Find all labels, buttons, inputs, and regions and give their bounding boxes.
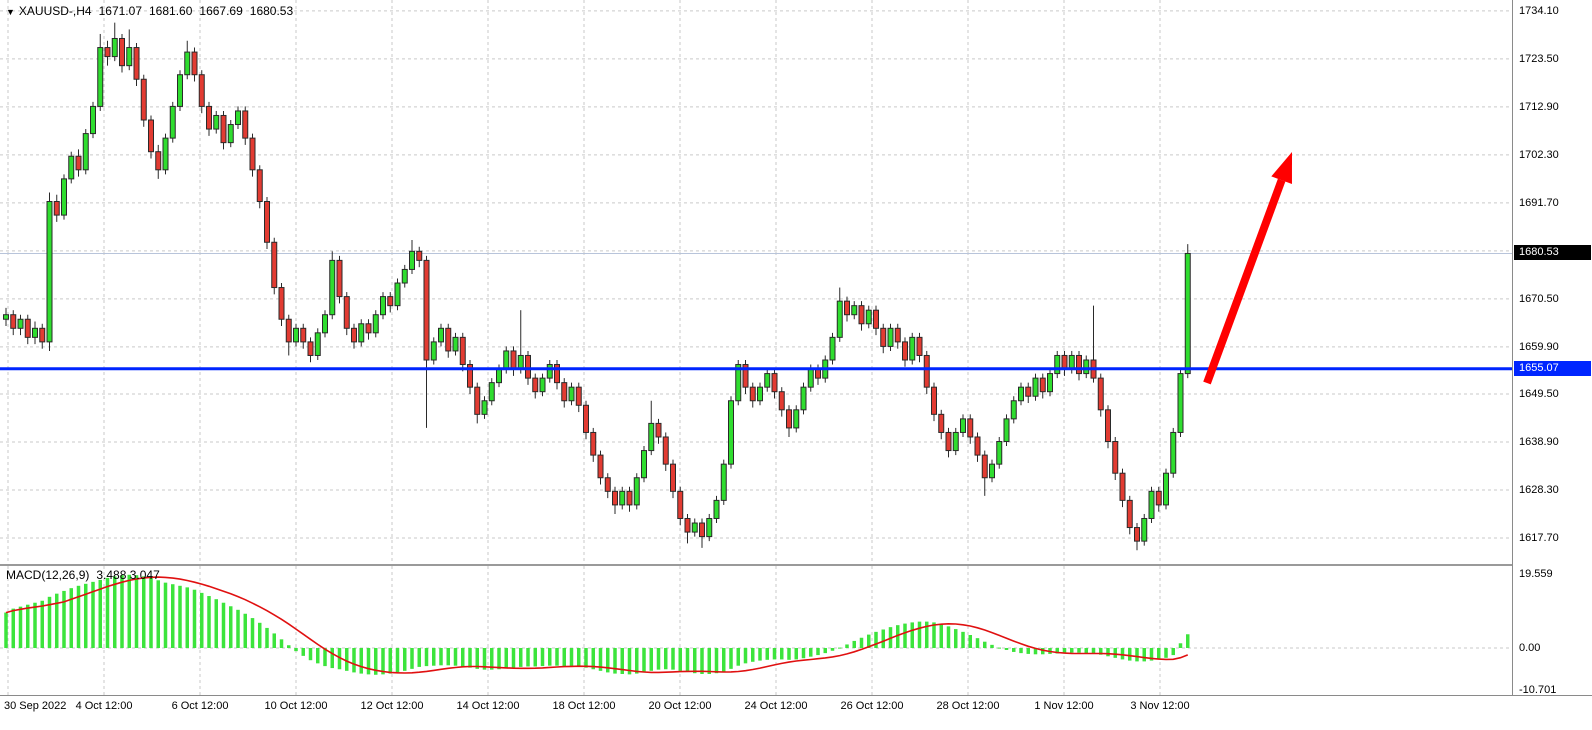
open-value: 1671.07 [98, 4, 142, 18]
price-axis-label: 1723.50 [1519, 52, 1559, 65]
macd-pane[interactable]: MACD(12,26,9) 3.488 3.047 [0, 566, 1512, 695]
time-axis-label: 20 Oct 12:00 [648, 700, 712, 712]
close-value: 1680.53 [249, 4, 294, 18]
time-axis-label: 1 Nov 12:00 [1034, 700, 1094, 712]
support-price-tag: 1655.07 [1514, 360, 1591, 376]
time-axis-label: 10 Oct 12:00 [264, 700, 328, 712]
collapse-indicator-icon[interactable]: ▼ [6, 7, 15, 17]
macd-label-overlay: MACD(12,26,9) 3.488 3.047 [6, 568, 160, 582]
price-chart-pane[interactable]: ▼ XAUUSD-,H4 1671.07 1681.60 1667.69 1680.53 [0, 0, 1512, 564]
price-axis-label: 1702.30 [1519, 148, 1559, 161]
macd-axis-label: -10.701 [1519, 684, 1557, 697]
price-axis-label: 1628.30 [1519, 483, 1559, 496]
trend-arrow-head[interactable] [1271, 152, 1292, 184]
price-axis-label: 1712.90 [1519, 100, 1559, 113]
macd-canvas[interactable] [0, 566, 1512, 695]
time-axis[interactable]: 30 Sep 2022 4 Oct 12:00 6 Oct 12:00 10 Oct … [0, 695, 1592, 730]
time-axis-label: 4 Oct 12:00 [75, 700, 133, 712]
high-value: 1681.60 [149, 4, 193, 18]
macd-axis-label: 0.00 [1519, 642, 1541, 654]
price-axis-label: 1617.70 [1519, 531, 1559, 544]
price-axis-label: 1659.90 [1519, 340, 1559, 353]
time-axis-label: 30 Sep 2022 [4, 700, 67, 712]
time-axis-label: 28 Oct 12:00 [936, 700, 1000, 712]
pane-divider[interactable] [0, 564, 1592, 566]
symbol-ohlc-overlay: ▼ XAUUSD-,H4 1671.07 1681.60 1667.69 1680.53 [6, 4, 293, 18]
macd-histogram [4, 574, 1190, 675]
macd-axis-label: 19.559 [1519, 568, 1553, 580]
time-axis-label: 6 Oct 12:00 [171, 700, 229, 712]
main-grid [0, 0, 1512, 564]
macd-signal-line [5, 576, 1189, 674]
price-axis-label: 1638.90 [1519, 435, 1559, 448]
symbol-label: XAUUSD-,H4 [18, 4, 92, 18]
macd-indicator-label: MACD(12,26,9) [6, 568, 90, 582]
candles-layer [3, 22, 1191, 551]
price-axis-label: 1734.10 [1519, 4, 1559, 17]
time-axis-label: 12 Oct 12:00 [360, 700, 424, 712]
current-price-tag: 1680.53 [1514, 245, 1591, 261]
price-axis-label: 1670.50 [1519, 292, 1559, 305]
time-axis-label: 24 Oct 12:00 [744, 700, 808, 712]
price-chart-canvas[interactable] [0, 0, 1512, 564]
macd-values: 3.488 3.047 [96, 568, 160, 582]
time-axis-label: 18 Oct 12:00 [552, 700, 616, 712]
price-axis-label: 1691.70 [1519, 196, 1559, 209]
time-axis-label: 26 Oct 12:00 [840, 700, 904, 712]
price-axis[interactable]: 1734.10 1723.50 1712.90 1702.30 1691.70 1670.… [1512, 0, 1592, 697]
time-axis-label: 3 Nov 12:00 [1130, 700, 1190, 712]
trend-arrow-shaft[interactable] [1203, 178, 1286, 385]
macd-grid [0, 566, 1512, 695]
price-axis-label: 1649.50 [1519, 387, 1559, 400]
low-value: 1667.69 [199, 4, 243, 18]
time-axis-label: 14 Oct 12:00 [456, 700, 520, 712]
